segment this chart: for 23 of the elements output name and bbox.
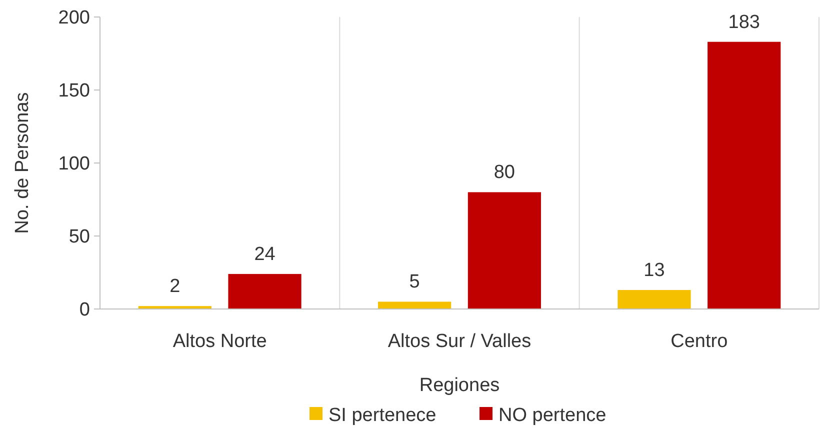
- y-tick-label: 200: [58, 8, 90, 29]
- bar: [228, 274, 302, 309]
- x-axis-title: Regiones: [419, 375, 500, 396]
- bar: [468, 192, 541, 309]
- data-label: 2: [170, 276, 180, 298]
- data-label: 24: [254, 244, 276, 265]
- data-label: 5: [409, 272, 420, 293]
- y-tick-label: 0: [79, 300, 90, 321]
- data-label: 183: [728, 12, 760, 33]
- y-tick-label: 100: [58, 154, 90, 175]
- y-axis-title: No. de Personas: [12, 92, 33, 234]
- x-tick-label: Altos Sur / Valles: [388, 331, 532, 352]
- legend-label: SI pertenece: [328, 405, 436, 426]
- data-label: 80: [494, 162, 516, 184]
- x-tick-label: Centro: [670, 331, 728, 352]
- bar: [378, 302, 452, 309]
- data-label: 13: [644, 260, 665, 282]
- bar: [618, 290, 691, 309]
- y-tick-label: 150: [58, 80, 90, 102]
- legend-label: NO pertence: [498, 405, 606, 426]
- x-tick-label: Altos Norte: [172, 331, 267, 352]
- bar: [708, 42, 781, 309]
- y-tick-label: 50: [68, 226, 90, 248]
